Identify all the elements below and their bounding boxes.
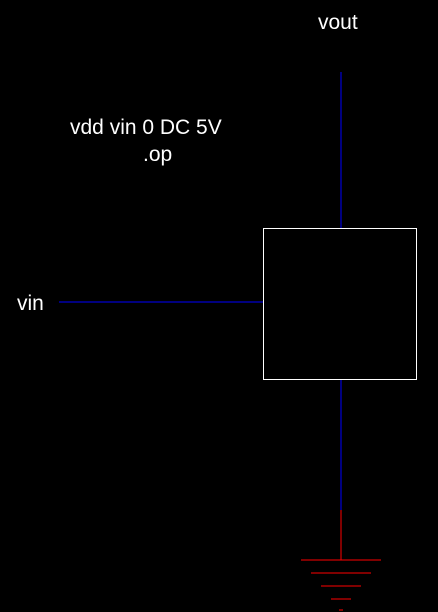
component-box[interactable] — [263, 228, 417, 380]
spice-directive-line-1[interactable]: vdd vin 0 DC 5V — [70, 116, 222, 139]
spice-directive-line-2[interactable]: .op — [143, 143, 173, 166]
net-label-vin[interactable]: vin — [17, 292, 44, 315]
ground-icon[interactable] — [301, 510, 381, 611]
net-label-vout[interactable]: vout — [318, 11, 358, 34]
